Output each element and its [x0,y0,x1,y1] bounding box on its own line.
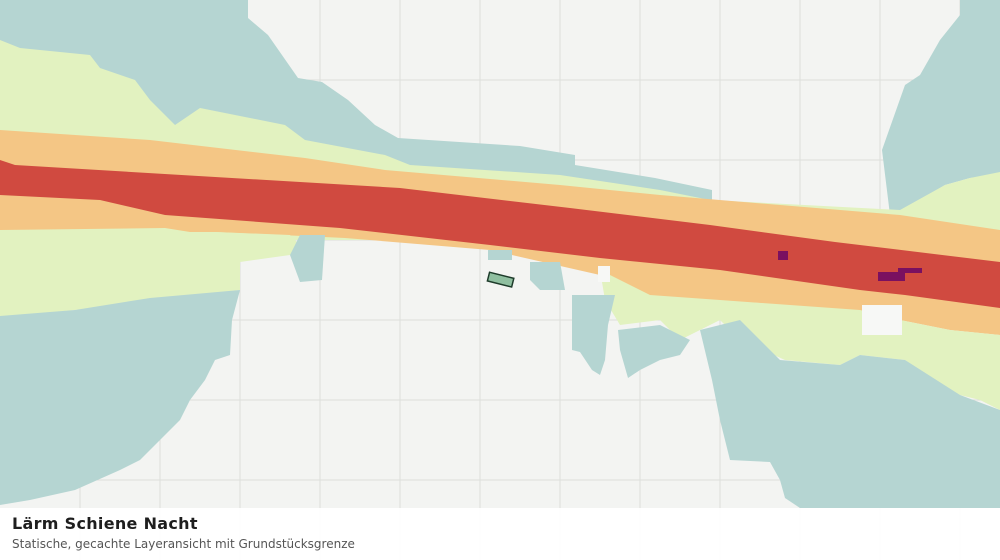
zone-teal [618,325,690,378]
zone-teal [530,262,565,290]
parcel-boundary [486,271,515,288]
zone-red [0,160,1000,308]
map-title: Lärm Schiene Nacht [12,514,198,533]
map-subtitle: Statische, gecachte Layeransicht mit Gru… [12,537,355,551]
zone-teal [572,295,615,375]
zone-teal [882,0,1000,215]
zone-lightgreen [600,270,1000,410]
zone-teal [290,235,325,282]
zone-purple [778,251,788,260]
zone-lightgreen [0,228,300,318]
noise-zones [0,0,1000,508]
zone-teal [700,320,1000,508]
zone-teal [0,290,240,505]
zone-purple [878,272,905,281]
gap [598,266,610,282]
zone-purple [898,268,922,273]
zone-teal [488,250,512,260]
gap [862,305,902,335]
caption-box: Lärm Schiene Nacht Statische, gecachte L… [0,508,1000,560]
